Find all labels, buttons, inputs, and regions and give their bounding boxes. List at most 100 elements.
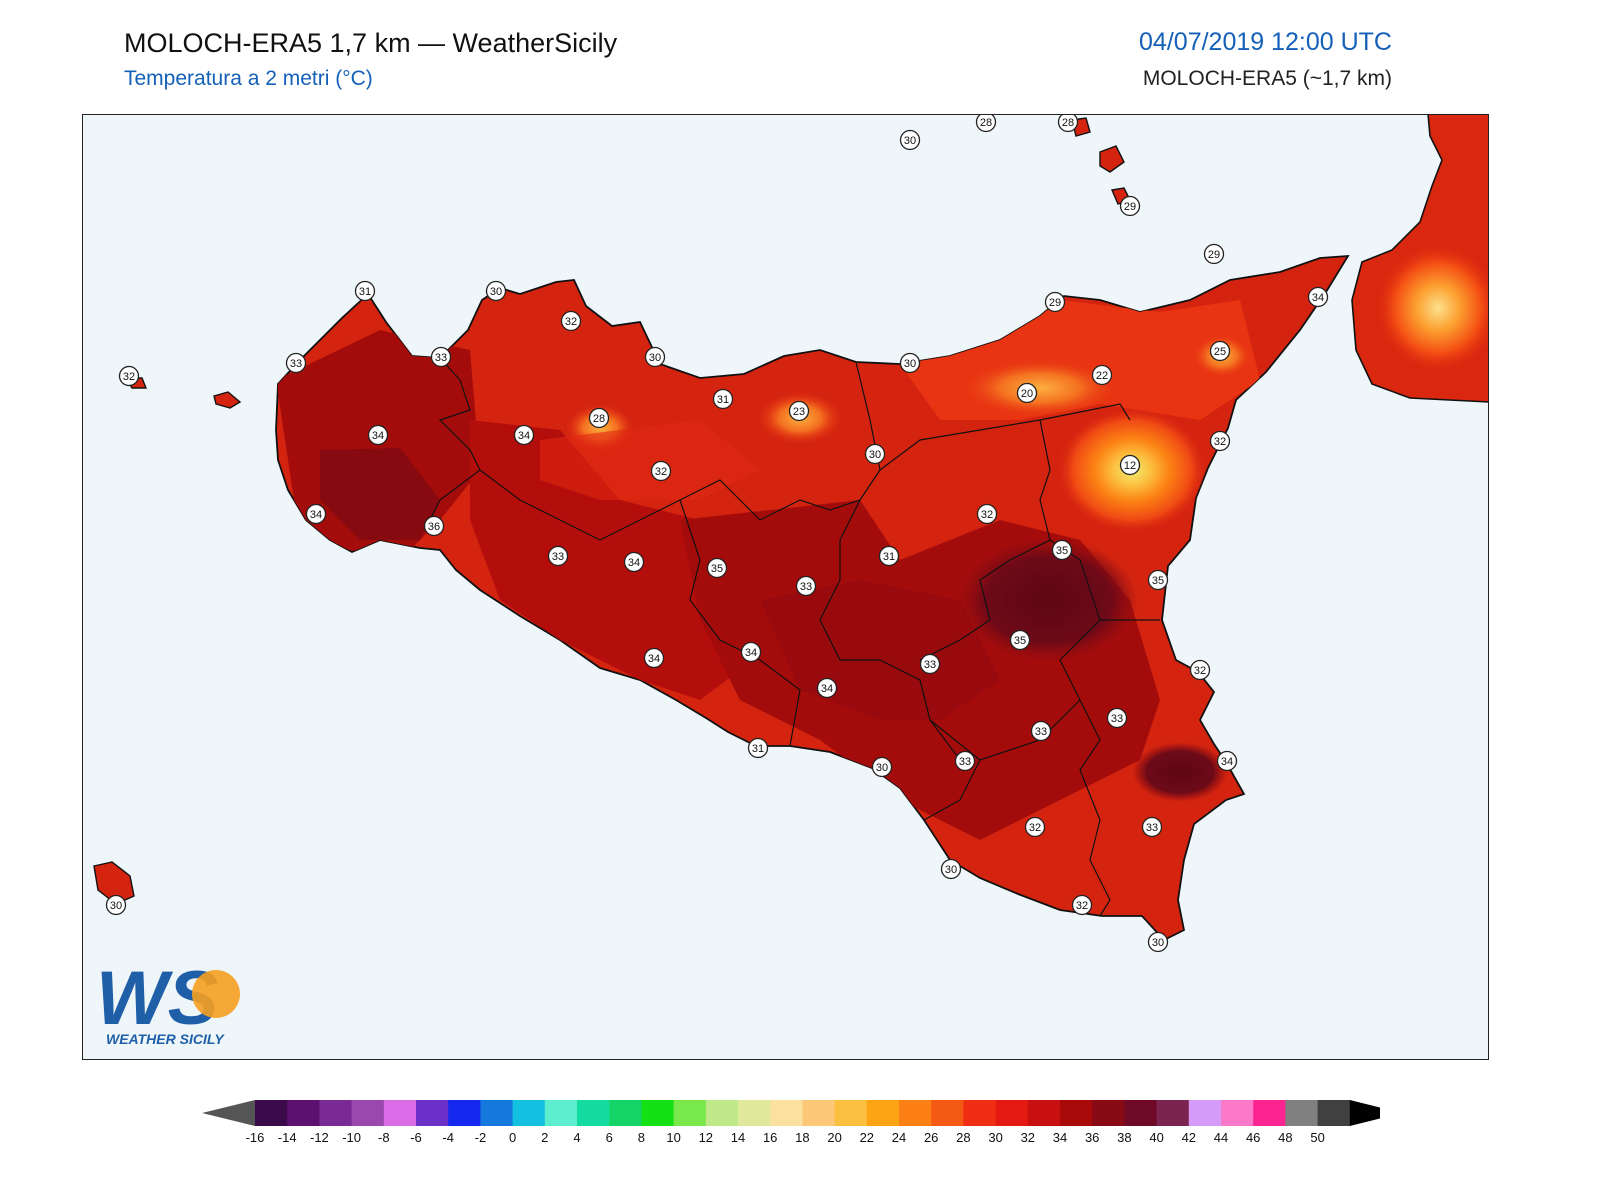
station-circle bbox=[871, 756, 893, 778]
station-circle bbox=[644, 346, 666, 368]
station-circle bbox=[795, 575, 817, 597]
colorbar-cell bbox=[577, 1100, 610, 1126]
station-marker: 31 bbox=[354, 280, 376, 302]
station-value: 33 bbox=[1146, 822, 1158, 834]
station-circle bbox=[430, 346, 452, 368]
station-value: 30 bbox=[110, 900, 122, 912]
colorbar-tick-label: -2 bbox=[475, 1130, 487, 1145]
station-value: 33 bbox=[1035, 726, 1047, 738]
model-name: MOLOCH-ERA5 (~1,7 km) bbox=[1142, 67, 1392, 90]
station-value: 33 bbox=[552, 551, 564, 563]
station-marker: 33 bbox=[1106, 707, 1128, 729]
colorbar-cell bbox=[1060, 1100, 1093, 1126]
station-circle bbox=[1147, 931, 1169, 953]
station-value: 33 bbox=[435, 352, 447, 364]
temperature-map: 30 28 28 29 29 29 34 25 32 12 22 20 30 30 31 32 30 31 33 32… bbox=[82, 114, 1489, 1060]
station-value: 35 bbox=[1056, 545, 1068, 557]
colorbar-cell bbox=[480, 1100, 514, 1126]
station-marker: 32 bbox=[1024, 816, 1046, 838]
station-marker: 33 bbox=[954, 750, 976, 772]
station-value: 30 bbox=[904, 358, 916, 370]
valid-datetime: 04/07/2019 12:00 UTC bbox=[1139, 28, 1392, 56]
station-circle bbox=[1071, 894, 1093, 916]
station-circle bbox=[816, 677, 838, 699]
station-value: 31 bbox=[883, 551, 895, 563]
station-value: 34 bbox=[1312, 292, 1324, 304]
station-circle bbox=[940, 858, 962, 880]
station-marker: 32 bbox=[560, 310, 582, 332]
station-circle bbox=[975, 114, 997, 133]
station-value: 34 bbox=[745, 647, 757, 659]
station-circle bbox=[1203, 243, 1225, 265]
station-circle bbox=[899, 129, 921, 151]
colorbar-tick-label: 32 bbox=[1021, 1130, 1035, 1145]
station-value: 32 bbox=[1214, 436, 1226, 448]
station-value: 12 bbox=[1124, 460, 1136, 472]
colorbar-cell bbox=[802, 1100, 836, 1126]
station-circle bbox=[899, 352, 921, 374]
station-circle bbox=[919, 653, 941, 675]
station-marker: 34 bbox=[643, 647, 665, 669]
station-value: 36 bbox=[428, 521, 440, 533]
station-circle bbox=[1216, 750, 1238, 772]
station-value: 33 bbox=[959, 756, 971, 768]
colorbar-tick-label: 40 bbox=[1149, 1130, 1163, 1145]
station-value: 25 bbox=[1214, 346, 1226, 358]
station-circle bbox=[1209, 340, 1231, 362]
province-borders bbox=[429, 357, 1160, 917]
station-marker: 30 bbox=[105, 894, 127, 916]
station-circle bbox=[712, 388, 734, 410]
colorbar-cell bbox=[609, 1100, 642, 1126]
station-value: 29 bbox=[1208, 249, 1220, 261]
colorbar-ticks: -16 -14 -12 -10 -8 -6 -4 -2 0 2 4 6 8 10 12 14 16 18 20 22 2… bbox=[246, 1130, 1325, 1145]
colorbar-tick-label: 6 bbox=[606, 1130, 613, 1145]
station-circle bbox=[305, 503, 327, 525]
station-value: 34 bbox=[372, 430, 384, 442]
colorbar-cell bbox=[1124, 1100, 1158, 1126]
station-circle bbox=[650, 460, 672, 482]
station-marker: 33 bbox=[919, 653, 941, 675]
station-marker: 30 bbox=[940, 858, 962, 880]
colorbar-cell bbox=[1221, 1100, 1254, 1126]
station-value: 30 bbox=[869, 449, 881, 461]
station-circle bbox=[643, 647, 665, 669]
colorbar-tick-label: 48 bbox=[1278, 1130, 1292, 1145]
station-marker: 34 bbox=[740, 641, 762, 663]
station-circle bbox=[423, 515, 445, 537]
colorbar-cell bbox=[738, 1100, 771, 1126]
station-circle bbox=[954, 750, 976, 772]
station-value: 31 bbox=[752, 743, 764, 755]
colorbar-left-arrow bbox=[202, 1100, 255, 1126]
colorbar-tick-label: 10 bbox=[666, 1130, 680, 1145]
station-value: 31 bbox=[717, 394, 729, 406]
colorbar-cell bbox=[1027, 1100, 1061, 1126]
colorbar-tick-label: 30 bbox=[988, 1130, 1002, 1145]
station-circle bbox=[547, 545, 569, 567]
colorbar-tick-label: 0 bbox=[509, 1130, 516, 1145]
station-circle bbox=[1106, 707, 1128, 729]
station-value: 34 bbox=[310, 509, 322, 521]
station-value: 33 bbox=[924, 659, 936, 671]
station-circle bbox=[864, 443, 886, 465]
colorbar-tick-label: -8 bbox=[378, 1130, 390, 1145]
colorbar-tick-label: -12 bbox=[310, 1130, 329, 1145]
colorbar-tick-label: 24 bbox=[892, 1130, 906, 1145]
station-marker: 34 bbox=[367, 424, 389, 446]
weathersicily-logo: WS WEATHER SICILY bbox=[96, 956, 240, 1047]
colorbar-cell bbox=[544, 1100, 578, 1126]
station-circle bbox=[588, 407, 610, 429]
station-marker: 25 bbox=[1209, 340, 1231, 362]
station-circle bbox=[623, 551, 645, 573]
colorbar-cell bbox=[641, 1100, 675, 1126]
colorbar-cell bbox=[319, 1100, 353, 1126]
colorbar-tick-label: 22 bbox=[860, 1130, 874, 1145]
station-circle bbox=[1147, 569, 1169, 591]
station-marker: 30 bbox=[1147, 931, 1169, 953]
station-value: 34 bbox=[821, 683, 833, 695]
station-circle bbox=[485, 280, 507, 302]
colorbar-tick-label: 8 bbox=[638, 1130, 645, 1145]
colorbar-cell bbox=[1253, 1100, 1286, 1126]
colorbar-cell bbox=[899, 1100, 932, 1126]
colorbar-cell bbox=[1285, 1100, 1319, 1126]
station-value: 30 bbox=[945, 864, 957, 876]
